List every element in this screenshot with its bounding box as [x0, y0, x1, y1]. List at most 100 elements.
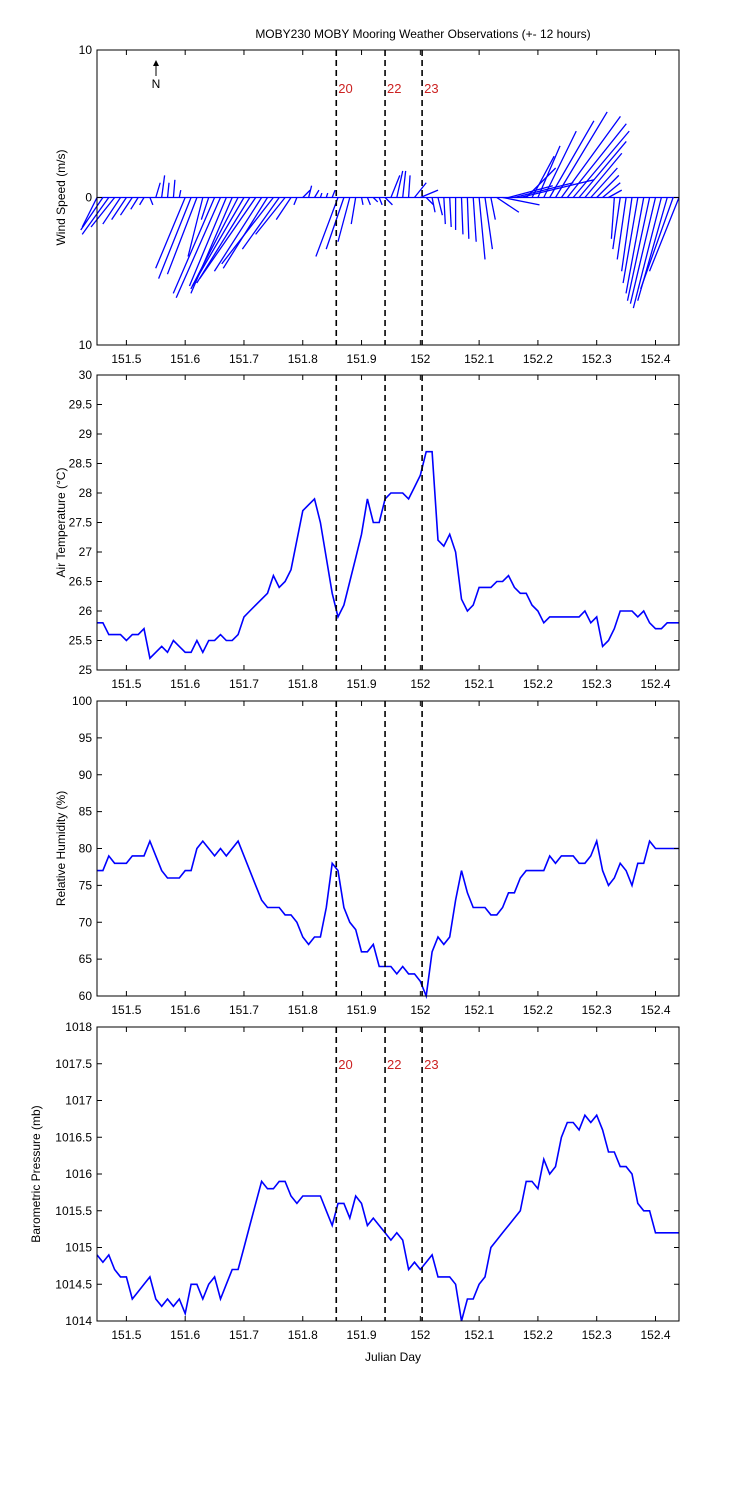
wind-stick	[187, 197, 204, 257]
x-tick-label: 152.4	[640, 352, 670, 366]
data-series-line	[97, 450, 679, 660]
wind-stick	[350, 197, 357, 225]
wind-stick	[213, 197, 263, 272]
wind-stick	[172, 197, 216, 294]
x-tick-label: 151.5	[111, 677, 141, 691]
y-tick-label: 10	[79, 43, 93, 57]
y-tick-label: 1016	[65, 1167, 92, 1181]
y-tick-label: 85	[79, 805, 93, 819]
y-tick-label: 25	[79, 663, 93, 677]
wind-stick	[490, 197, 496, 220]
wind-stick	[502, 196, 540, 206]
y-tick-label: 1018	[65, 1020, 92, 1034]
wind-stick	[566, 123, 627, 198]
wind-stick	[178, 189, 182, 198]
wind-stick	[130, 197, 139, 210]
wind-stick	[102, 197, 122, 225]
wind-stick	[161, 175, 166, 198]
wind-stick	[366, 197, 371, 206]
x-tick-label: 151.6	[170, 1328, 200, 1342]
y-tick-label: 27	[79, 545, 93, 559]
event-label: 22	[387, 1057, 401, 1072]
x-tick-label: 152.2	[523, 1003, 553, 1017]
wind-stick	[608, 189, 623, 199]
x-tick-label: 151.9	[347, 352, 377, 366]
event-label: 23	[424, 1057, 438, 1072]
wind-stick	[466, 197, 470, 239]
wind-stick	[175, 197, 222, 299]
y-tick-label: 1015	[65, 1241, 92, 1255]
wind-stick	[420, 189, 439, 199]
y-tick-label: 60	[79, 989, 93, 1003]
wind-stick	[437, 197, 444, 216]
wind-stick	[155, 197, 186, 269]
x-tick-label: 152.3	[582, 1328, 612, 1342]
wind-stick	[360, 197, 364, 206]
event-label: 23	[424, 81, 438, 96]
x-tick-label: 151.8	[288, 352, 318, 366]
x-tick-label: 151.9	[347, 677, 377, 691]
x-tick-label: 151.8	[288, 1003, 318, 1017]
wind-stick	[155, 182, 161, 198]
data-series-line	[96, 1113, 679, 1322]
plot-frame	[96, 374, 680, 671]
wind-stick	[584, 152, 623, 198]
wind-stick	[602, 182, 621, 198]
wind-stick	[543, 130, 577, 198]
wind-stick	[255, 197, 286, 235]
panel-3: 100 95 90 85 80 75 70 65 60 151.5 151.6 151.7 151.8 1…	[54, 694, 680, 1017]
wind-stick	[90, 197, 116, 228]
wind-stick	[302, 189, 311, 198]
wind-stick	[166, 182, 170, 198]
wind-stick	[111, 197, 127, 220]
x-tick-label: 151.6	[170, 352, 200, 366]
y-tick-label: 1014	[65, 1314, 92, 1328]
event-label: 22	[387, 81, 401, 96]
x-tick-label: 151.6	[170, 677, 200, 691]
wind-stick	[484, 197, 494, 250]
wind-stick	[325, 197, 345, 250]
wind-stick	[648, 197, 680, 272]
wind-stick	[166, 197, 198, 275]
wind-stick	[472, 197, 477, 242]
y-axis-label: Barometric Pressure (mb)	[29, 1105, 43, 1242]
x-tick-label: 152.1	[464, 677, 494, 691]
wind-stick	[81, 197, 110, 235]
wind-stick	[337, 197, 351, 242]
wind-stick	[331, 189, 336, 198]
wind-stick	[191, 197, 245, 287]
wind-stick	[629, 197, 657, 304]
wind-stick	[172, 179, 176, 198]
y-tick-label: 28	[79, 486, 93, 500]
y-tick-label: 70	[79, 915, 93, 929]
y-tick-label: 0	[85, 191, 92, 205]
event-label: 20	[338, 81, 352, 96]
x-tick-label: 152.3	[582, 1003, 612, 1017]
wind-stick	[554, 111, 608, 198]
x-tick-label: 151.7	[229, 677, 259, 691]
wind-stick	[525, 167, 557, 198]
wind-stick	[537, 145, 561, 198]
y-tick-label: 1015.5	[55, 1204, 92, 1218]
x-tick-label: 152.2	[523, 352, 553, 366]
panel-1: N 20 22 23 10 0 10 151.5 151.6 151.7 151.8 151.9 152…	[54, 43, 680, 366]
wind-stick	[315, 197, 339, 257]
x-tick-label: 152	[410, 1328, 430, 1342]
x-tick-label: 152	[410, 677, 430, 691]
x-axis-label: Julian Day	[365, 1350, 421, 1364]
y-tick-label: 29.5	[69, 398, 93, 412]
wind-stick	[241, 197, 280, 250]
wind-stick	[313, 189, 320, 198]
y-tick-label: 26	[79, 604, 93, 618]
wind-stick	[378, 197, 383, 206]
wind-stick	[200, 197, 210, 220]
y-tick-label: 27.5	[69, 516, 93, 530]
x-tick-label: 152.2	[523, 677, 553, 691]
y-axis-label: Relative Humidity (%)	[54, 791, 68, 906]
x-tick-label: 152	[410, 352, 430, 366]
x-tick-label: 151.7	[229, 1003, 259, 1017]
y-tick-label: 29	[79, 427, 93, 441]
wind-stick	[460, 197, 464, 235]
y-axis-label: Air Temperature (°C)	[54, 468, 68, 578]
